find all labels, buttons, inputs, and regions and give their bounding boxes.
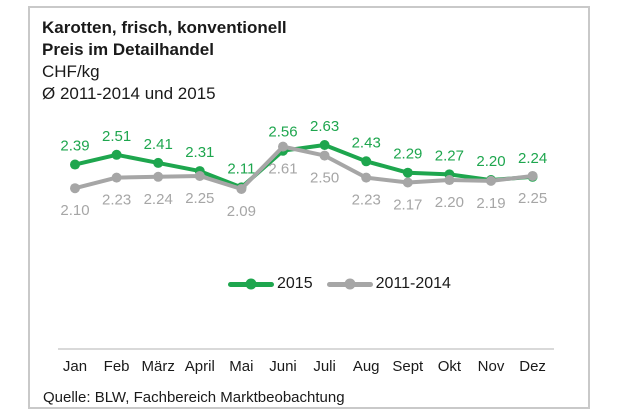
data-point-2011-2014-Dez <box>527 170 538 181</box>
month-label-Mai: Mai <box>229 358 254 375</box>
x-axis-labels: Jan Feb März April Mai Juni Juli Aug Sept Okt Nov D… <box>30 359 588 377</box>
data-label-2015-Juni: 2.56 <box>268 124 297 141</box>
legend-label-2011-2014: 2011-2014 <box>375 275 451 292</box>
data-label-2015-Dez: 2.24 <box>518 150 547 167</box>
month-label-Sept: Sept <box>392 358 424 375</box>
data-label-2015-Aug: 2.43 <box>352 134 381 151</box>
legend-item-2015: 2015 <box>228 275 313 293</box>
data-label-2011-2014-Sept: 2.17 <box>393 196 422 213</box>
month-label-Nov: Nov <box>477 358 505 375</box>
legend-item-2011-2014: 2011-2014 <box>326 275 451 293</box>
legend-line-swatch-2011-2014 <box>326 278 373 290</box>
data-point-2011-2014-Juli <box>319 150 330 161</box>
x-axis-line <box>58 348 554 350</box>
data-label-2011-2014-Jan: 2.10 <box>60 202 89 219</box>
data-label-2011-2014-Mai: 2.09 <box>227 203 256 220</box>
month-label-Juli: Juli <box>313 358 336 375</box>
data-label-2015-Feb: 2.51 <box>102 128 131 145</box>
data-label-2015-Jan: 2.39 <box>60 138 89 155</box>
source-note: Quelle: BLW, Fachbereich Marktbeobachtun… <box>43 389 345 406</box>
data-point-2015-Sept <box>402 167 413 178</box>
data-label-2011-2014-April: 2.25 <box>185 190 214 207</box>
chart-title-line1: Karotten, frisch, konventionell <box>42 18 287 37</box>
data-point-2011-2014-Mai <box>236 184 247 195</box>
series-line-2015 <box>73 143 535 190</box>
data-point-2011-2014-Nov <box>486 175 496 186</box>
month-label-Jan: Jan <box>62 358 88 375</box>
data-point-2011-2014-Sept <box>402 177 413 188</box>
data-label-2015-April: 2.31 <box>185 144 214 161</box>
data-point-2011-2014-Juni <box>278 141 288 152</box>
legend-label-2015: 2015 <box>277 275 313 292</box>
chart-header: Karotten, frisch, konventionell Preis im… <box>42 17 287 105</box>
data-label-2011-2014-Feb: 2.23 <box>102 192 131 209</box>
legend-marker-icon <box>344 278 356 290</box>
data-label-2011-2014-Aug: 2.23 <box>352 192 381 209</box>
data-label-2015-Juli: 2.63 <box>310 118 339 135</box>
chart-legend: 2015 2011-2014 <box>228 273 451 295</box>
data-point-2011-2014-Okt <box>444 175 455 186</box>
line-chart: 2.39 2.51 2.41 2.31 2.11 2.56 2.63 2.43 2.29 2.27… <box>60 118 547 220</box>
series-line-2011-2014 <box>73 144 535 192</box>
data-point-2011-2014-März <box>153 171 164 182</box>
chart-unit-label: CHF/kg <box>42 62 100 81</box>
data-point-2011-2014-Jan <box>70 183 80 194</box>
data-label-2011-2014-Juni: 2.61 <box>268 161 297 178</box>
data-label-2011-2014-Juli: 2.50 <box>310 170 339 187</box>
data-label-2015-Sept: 2.29 <box>393 146 422 163</box>
data-label-2015-Nov: 2.20 <box>476 153 505 170</box>
data-label-2011-2014-März: 2.24 <box>144 191 173 208</box>
data-point-2011-2014-Feb <box>111 172 122 183</box>
chart-subtitle: Ø 2011-2014 und 2015 <box>42 84 216 103</box>
month-label-Okt: Okt <box>437 358 462 375</box>
chart-title-line2: Preis im Detailhandel <box>42 40 214 59</box>
data-point-2015-Juli <box>319 140 330 150</box>
data-label-2011-2014-Dez: 2.25 <box>518 190 547 207</box>
month-label-Feb: Feb <box>103 358 130 375</box>
month-label-April: April <box>184 358 215 375</box>
month-label-März: März <box>141 358 175 375</box>
data-point-2011-2014-April <box>194 170 205 181</box>
data-point-2015-März <box>153 157 164 168</box>
chart-card: Karotten, frisch, konventionell Preis im… <box>28 6 590 409</box>
legend-marker-icon <box>245 278 257 290</box>
data-point-2015-Aug <box>361 156 372 167</box>
data-point-2015-Feb <box>111 149 122 160</box>
legend-line-swatch-2015 <box>228 278 274 290</box>
month-label-Dez: Dez <box>519 358 546 375</box>
data-label-2011-2014-Okt: 2.20 <box>435 194 464 211</box>
data-point-2011-2014-Aug <box>361 172 372 183</box>
month-label-Juni: Juni <box>269 358 297 375</box>
data-label-2015-Mai: 2.11 <box>227 160 255 177</box>
data-label-2015-März: 2.41 <box>144 136 173 153</box>
month-label-Aug: Aug <box>352 358 380 375</box>
data-label-2015-Okt: 2.27 <box>435 147 464 164</box>
data-label-2011-2014-Nov: 2.19 <box>476 195 505 212</box>
data-point-2015-Jan <box>70 159 80 170</box>
